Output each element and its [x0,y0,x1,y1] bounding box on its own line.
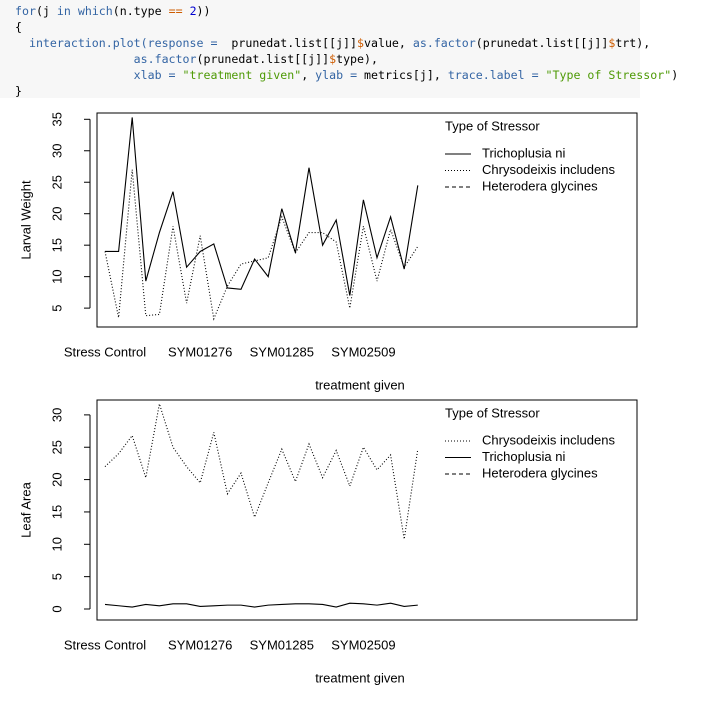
x-tick-label: SYM02509 [331,637,395,652]
code-token: as.factor [15,52,197,66]
code-token: $ [357,36,365,50]
code-token: $ [608,36,616,50]
x-tick-label: SYM01276 [168,637,232,652]
code-token: ) [671,68,679,82]
legend-title: Type of Stressor [445,118,540,133]
plot-box [96,112,638,328]
code-line: { [0,19,640,35]
code-token: $ [329,52,337,66]
chart: 5 10 15 20 25 30 35 Larval Weight Stress Control… [18,112,638,392]
y-axis-label: Larval Weight [18,180,33,260]
code-token: == [168,4,183,18]
y-tick-label: 25 [49,440,64,454]
y-tick-label: 20 [49,206,64,220]
code-token: which [77,4,113,18]
code-token: trace.label = [447,68,546,82]
code-token: as.factor [412,36,476,50]
code-token: } [15,84,22,98]
code-block: for(j in which(n.type == 2)){ interactio… [0,0,679,99]
legend-label: Trichoplusia ni [482,449,565,464]
code-token: "Type of Stressor" [545,68,672,82]
code-token: "treatment given" [182,68,302,82]
x-tick-label: Stress Control [64,344,146,359]
y-tick-label: 10 [49,269,64,283]
y-tick-label: 30 [49,144,64,158]
code-token: prunedat.list[[j]] [217,36,358,50]
code-line: for(j in which(n.type == 2)) [0,3,640,19]
code-token: for [15,4,36,18]
plot-box [96,399,638,621]
series-line [105,117,419,296]
legend-label: Heterodera glycines [482,465,598,480]
code-token: in [56,4,71,18]
y-tick-label: 5 [49,305,64,312]
code-token: (j [35,4,57,18]
code-token: (prunedat.list[[j]] [196,52,330,66]
x-tick-label: SYM01285 [250,344,314,359]
code-token: { [15,20,22,34]
legend-title: Type of Stressor [445,405,540,420]
chart: 0 5 10 15 20 25 30 Leaf Area Stress Control SYM01… [18,399,638,685]
x-axis-label: treatment given [315,377,405,392]
code-token: xlab = [15,68,183,82]
y-tick-label: 0 [49,605,64,612]
code-token: ylab = [315,68,365,82]
code-token: , [301,68,316,82]
y-tick-label: 25 [49,175,64,189]
code-token: )) [196,4,211,18]
x-tick-label: SYM01276 [168,344,232,359]
code-line: interaction.plot(response = prunedat.lis… [0,35,650,51]
series-line [104,403,419,540]
legend-label: Chrysodeixis includens [482,432,615,447]
y-tick-label: 20 [49,472,64,486]
legend-label: Heterodera glycines [482,178,598,193]
series-line [104,169,419,321]
x-tick-label: SYM01285 [250,637,314,652]
code-token: trt), [615,36,651,50]
code-token: 2 [189,4,197,18]
code-token: (prunedat.list[[j]] [475,36,609,50]
legend-label: Chrysodeixis includens [482,162,615,177]
code-line: } [0,83,640,99]
x-axis-label: treatment given [315,670,405,685]
code-token: value, [364,36,413,50]
code-token: metrics[j], [364,68,448,82]
series-line [104,602,418,608]
y-tick-label: 15 [49,238,64,252]
y-tick-label: 10 [49,537,64,551]
x-tick-label: Stress Control [64,637,146,652]
y-axis-label: Leaf Area [18,481,33,537]
code-token: type), [336,52,378,66]
code-line: as.factor(prunedat.list[[j]]$type), [0,51,640,67]
y-tick-label: 5 [49,573,64,580]
x-tick-label: SYM02509 [331,344,395,359]
legend-label: Trichoplusia ni [482,145,565,160]
y-tick-label: 30 [49,408,64,422]
y-tick-label: 15 [49,505,64,519]
y-tick-label: 35 [49,112,64,126]
code-token: (n.type [112,4,169,18]
code-token: interaction.plot(response = [15,36,218,50]
code-line: xlab = "treatment given", ylab = metrics… [0,67,679,83]
